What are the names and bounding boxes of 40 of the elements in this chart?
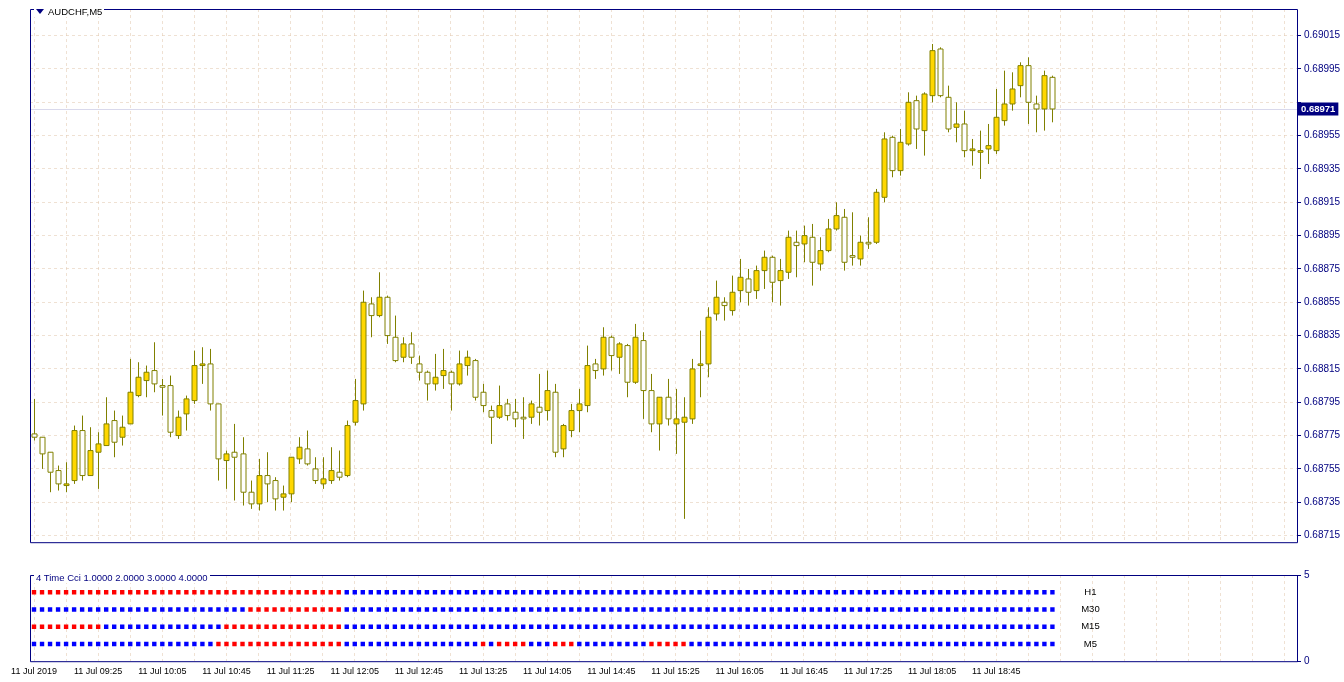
x-tick-label: 11 Jul 14:05 [523, 666, 572, 677]
x-tick-label: 11 Jul 16:45 [779, 666, 829, 677]
y-tick-label: 0.68895 [1304, 229, 1341, 241]
y-tick-label: 0.68875 [1304, 262, 1341, 274]
x-tick-label: 11 Jul 18:45 [972, 666, 1021, 677]
text: M15 [1081, 620, 1100, 632]
x-tick-label: 11 Jul 16:05 [715, 666, 764, 677]
y-tick-label: 0.68855 [1304, 296, 1341, 308]
y-tick-label: 0.68815 [1304, 362, 1341, 374]
y-tick-label: 0.68735 [1304, 495, 1341, 507]
text: M5 [1083, 637, 1098, 649]
y-tick-label: 0.68995 [1304, 62, 1341, 74]
chart-title: AUDCHF,M5 [48, 6, 103, 17]
y-tick-label: 0.68955 [1304, 129, 1341, 141]
x-tick-label: 11 Jul 18:05 [907, 666, 957, 677]
y-tick-label: 0.68835 [1304, 329, 1341, 341]
y-tick-label: 0.68755 [1304, 462, 1341, 474]
x-tick-label: 11 Jul 17:25 [843, 666, 893, 677]
x-tick-label: 11 Jul 11:25 [266, 666, 315, 677]
x-tick-label: 11 Jul 13:25 [458, 666, 508, 677]
ref-line-label: 0.68971 [1301, 103, 1337, 115]
y-tick-label: 0 [1304, 654, 1310, 666]
x-tick-label: 11 Jul 12:05 [330, 666, 379, 677]
y-tick-label: 0.68715 [1304, 529, 1341, 541]
y-tick-label: 0.68775 [1304, 429, 1341, 441]
y-tick-label: 0.69015 [1304, 29, 1341, 41]
y-tick-label: 5 [1304, 568, 1310, 580]
chart-title: 4 Time Cci 1.0000 2.0000 3.0000 4.0000 [36, 572, 208, 583]
x-tick-label: 11 Jul 10:45 [202, 666, 251, 677]
text: M30 [1081, 603, 1100, 615]
x-tick-label: 11 Jul 14:45 [587, 666, 636, 677]
x-tick-label: 11 Jul 09:25 [73, 666, 123, 677]
x-tick-label: 11 Jul 15:25 [651, 666, 700, 677]
y-tick-label: 0.68935 [1304, 162, 1341, 174]
y-tick-label: 0.68915 [1304, 196, 1341, 208]
x-tick-label: 11 Jul 2019 [11, 666, 57, 677]
text: H1 [1084, 585, 1097, 597]
y-tick-label: 0.68795 [1304, 395, 1341, 407]
x-tick-label: 11 Jul 12:45 [394, 666, 444, 677]
x-tick-label: 11 Jul 10:05 [138, 666, 187, 677]
